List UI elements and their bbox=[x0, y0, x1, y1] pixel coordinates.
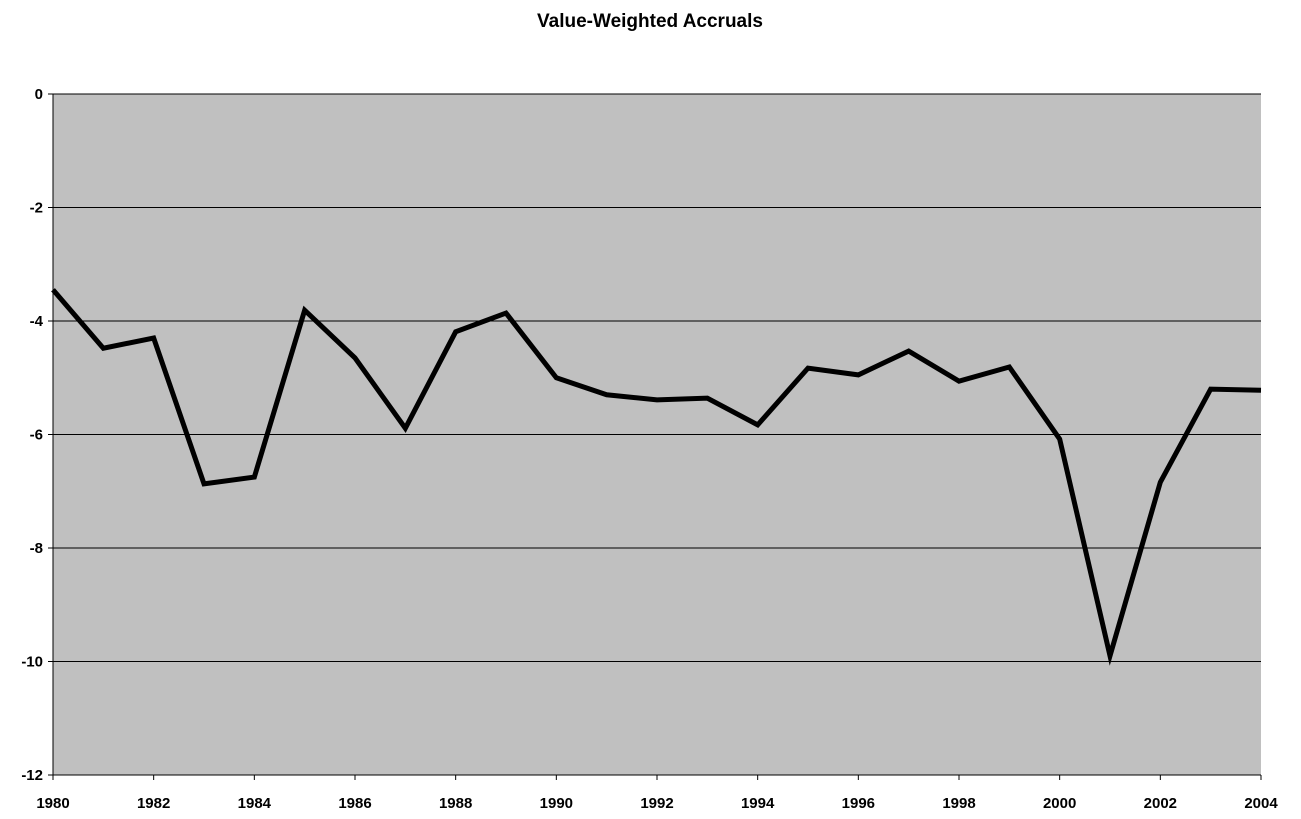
y-tick-label: 0 bbox=[35, 86, 43, 103]
y-tick-label: -4 bbox=[30, 313, 44, 330]
chart-title: Value-Weighted Accruals bbox=[537, 11, 763, 32]
line-series bbox=[51, 288, 1262, 666]
x-tick-label: 1984 bbox=[238, 795, 272, 812]
x-tick-label: 1998 bbox=[942, 795, 975, 812]
x-tick-label: 1990 bbox=[540, 795, 573, 812]
y-tick-label: -12 bbox=[21, 767, 43, 784]
y-tick-label: -6 bbox=[30, 427, 43, 444]
x-tick-label: 1980 bbox=[36, 795, 69, 812]
y-tick-label: -2 bbox=[30, 200, 43, 217]
y-tick-label: -8 bbox=[30, 540, 43, 557]
x-tick-label: 1982 bbox=[137, 795, 170, 812]
x-tick-label: 1996 bbox=[842, 795, 875, 812]
x-tick-label: 1988 bbox=[439, 795, 472, 812]
y-tick-label: -10 bbox=[21, 654, 43, 671]
x-tick-label: 2002 bbox=[1144, 795, 1177, 812]
x-tick-label: 2000 bbox=[1043, 795, 1076, 812]
x-tick-label: 2004 bbox=[1244, 795, 1278, 812]
x-tick-label: 1986 bbox=[338, 795, 371, 812]
x-tick-label: 1994 bbox=[741, 795, 775, 812]
x-tick-label: 1992 bbox=[640, 795, 673, 812]
